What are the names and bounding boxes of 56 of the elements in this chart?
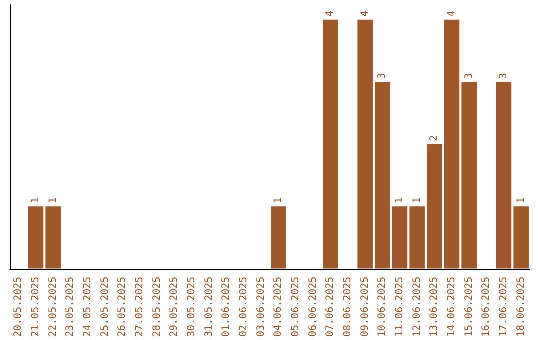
data-label: 3 [498, 73, 510, 80]
x-tick-label: 27.05.2025 [134, 276, 146, 338]
x-tick-label: 08.06.2025 [342, 276, 354, 338]
data-label: 4 [325, 10, 336, 17]
bar [271, 206, 286, 269]
x-tick-label: 10.06.2025 [377, 276, 388, 338]
x-tick-label: 18.06.2025 [516, 276, 527, 338]
data-label: 1 [48, 198, 59, 204]
data-label: 1 [273, 198, 284, 204]
bar [28, 206, 44, 269]
x-tick-label: 13.06.2025 [429, 276, 440, 338]
x-tick-label: 16.06.2025 [481, 276, 492, 338]
x-tick-label: 24.05.2025 [82, 276, 94, 338]
bar [358, 20, 373, 269]
data-label: 4 [446, 10, 458, 17]
x-tick-label: 06.06.2025 [308, 276, 319, 338]
bar [496, 82, 512, 269]
x-tick-label: 14.06.2025 [446, 276, 458, 338]
x-tick-label: 11.06.2025 [394, 276, 406, 338]
bar [375, 82, 390, 269]
data-label: 3 [377, 73, 388, 80]
bar [444, 20, 460, 269]
bar [427, 144, 442, 269]
x-tick-label: 12.06.2025 [412, 276, 423, 338]
x-tick-label: 03.06.2025 [256, 276, 267, 338]
x-tick-label: 26.05.2025 [117, 276, 128, 338]
bar [323, 20, 338, 269]
x-tick-label: 29.05.2025 [169, 276, 180, 338]
x-tick-label: 04.06.2025 [273, 276, 284, 338]
x-tick-label: 17.06.2025 [498, 276, 510, 338]
x-tick-label: 07.06.2025 [325, 276, 336, 338]
x-tick-label: 21.05.2025 [30, 276, 42, 338]
data-label: 1 [30, 198, 42, 204]
bar [46, 206, 61, 269]
data-label: 1 [516, 198, 527, 204]
x-tick-label: 20.05.2025 [13, 276, 24, 338]
x-tick-label: 09.06.2025 [360, 276, 371, 338]
x-tick-label: 01.06.2025 [221, 276, 232, 338]
data-label: 1 [412, 198, 423, 204]
bar [514, 206, 529, 269]
x-tick-label: 22.05.2025 [48, 276, 59, 338]
data-label: 4 [360, 10, 371, 17]
x-tick-label: 28.05.2025 [152, 276, 163, 338]
x-tick-label: 25.05.2025 [100, 276, 111, 338]
x-tick-label: 30.05.2025 [186, 276, 198, 338]
bar [392, 206, 408, 269]
data-label: 2 [429, 135, 440, 142]
x-tick-label: 31.05.2025 [204, 276, 215, 338]
data-label: 1 [394, 198, 406, 204]
bar [462, 82, 477, 269]
x-tick-label: 02.06.2025 [238, 276, 250, 338]
data-label: 3 [464, 73, 475, 80]
bar [410, 206, 425, 269]
x-tick-label: 15.06.2025 [464, 276, 475, 338]
x-tick-label: 05.06.2025 [290, 276, 302, 338]
x-tick-label: 23.05.2025 [65, 276, 76, 338]
